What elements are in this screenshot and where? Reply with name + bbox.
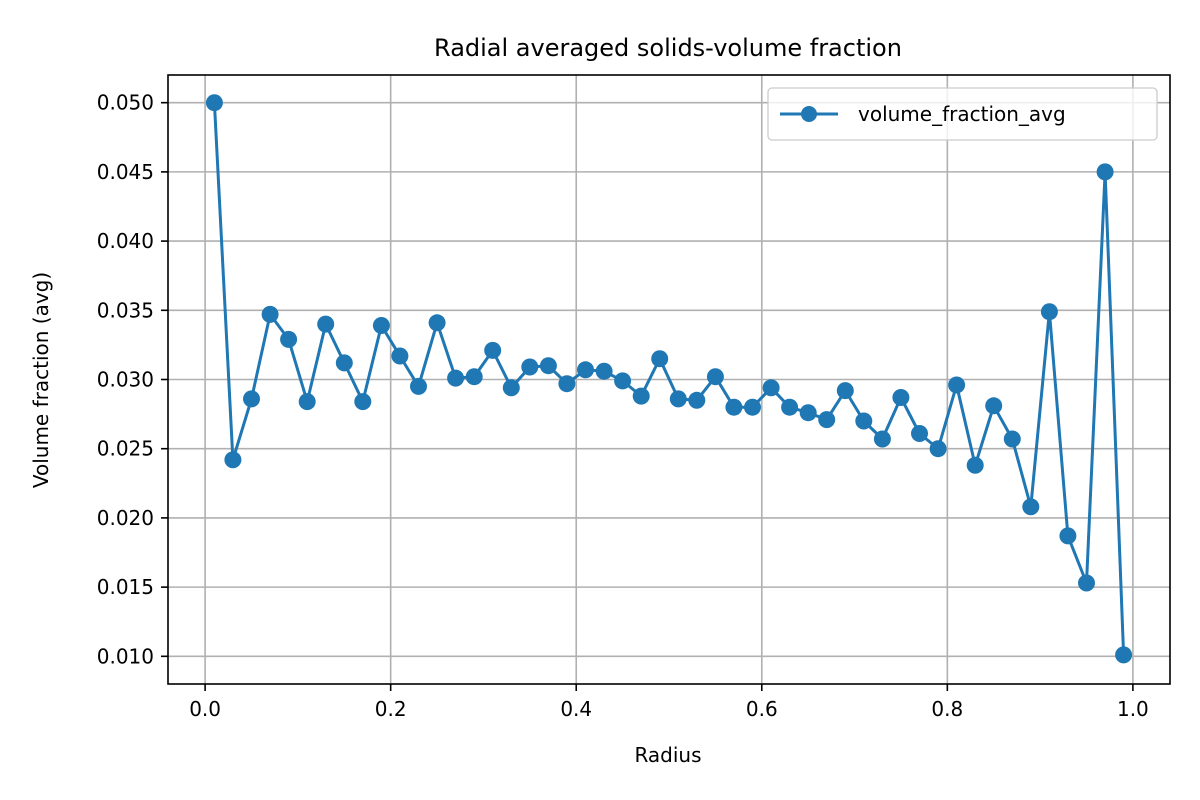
legend: volume_fraction_avg — [767, 87, 1158, 141]
data-point — [651, 350, 669, 368]
data-point — [1115, 646, 1133, 664]
data-point — [929, 440, 947, 458]
x-tick-label: 0.2 — [375, 697, 407, 721]
x-axis-ticks: 0.0 0.2 0.4 0.6 0.8 1.0 — [189, 684, 1149, 721]
data-point — [354, 393, 372, 411]
x-tick-label: 1.0 — [1117, 697, 1149, 721]
data-point — [669, 390, 687, 408]
data-point — [317, 315, 335, 333]
legend-label: volume_fraction_avg — [858, 102, 1066, 126]
data-point — [243, 390, 260, 408]
data-point — [1003, 430, 1021, 448]
y-tick-label: 0.045 — [97, 160, 154, 184]
data-point — [781, 398, 799, 416]
data-point — [873, 430, 891, 448]
data-point — [224, 451, 242, 469]
legend-point-marker — [801, 106, 817, 122]
y-tick-label: 0.015 — [97, 575, 154, 599]
data-point — [577, 361, 594, 379]
y-tick-label: 0.050 — [97, 91, 154, 115]
data-point — [725, 398, 743, 416]
data-point — [948, 376, 966, 394]
y-tick-label: 0.010 — [97, 644, 154, 668]
x-tick-label: 0.8 — [931, 697, 963, 721]
data-point — [799, 404, 817, 422]
chart-title: Radial averaged solids-volume fraction — [434, 34, 902, 62]
data-point — [595, 362, 613, 380]
y-tick-label: 0.020 — [97, 506, 154, 530]
data-point — [372, 317, 390, 334]
data-point — [391, 347, 409, 365]
y-tick-label: 0.025 — [97, 437, 154, 461]
data-point — [744, 398, 761, 416]
data-point — [558, 375, 576, 393]
data-point — [335, 354, 353, 372]
y-axis-label: Volume fraction (avg) — [29, 272, 53, 488]
y-tick-label: 0.040 — [97, 229, 154, 253]
data-point — [447, 369, 465, 387]
data-point — [836, 382, 854, 400]
data-point — [428, 314, 446, 332]
data-point — [762, 379, 780, 397]
series-layer — [205, 94, 1133, 664]
data-point — [1078, 574, 1095, 592]
data-point — [539, 357, 557, 375]
data-point — [1040, 303, 1058, 321]
y-tick-label: 0.030 — [97, 368, 154, 392]
data-point — [855, 412, 873, 430]
x-axis-label: Radius — [634, 743, 701, 767]
data-point — [911, 425, 928, 442]
data-point — [261, 305, 279, 323]
data-point — [892, 389, 910, 406]
data-point — [632, 387, 650, 405]
data-point — [688, 391, 706, 409]
data-point — [280, 330, 298, 348]
data-point — [614, 372, 632, 390]
x-tick-label: 0.4 — [560, 697, 592, 721]
data-point — [205, 94, 223, 112]
data-point — [298, 393, 316, 411]
data-point — [1096, 163, 1114, 181]
y-tick-label: 0.035 — [97, 298, 154, 322]
data-point — [1022, 498, 1040, 516]
data-point — [966, 456, 984, 474]
data-point — [484, 341, 502, 359]
data-point — [1059, 527, 1077, 545]
data-point — [410, 377, 427, 395]
legend-box — [767, 87, 1158, 141]
data-point — [521, 358, 539, 376]
data-point — [502, 379, 520, 397]
data-point — [706, 368, 724, 386]
x-tick-label: 0.6 — [746, 697, 778, 721]
y-axis-ticks: 0.010 0.015 0.020 0.025 0.030 0.035 0.040 0.045… — [97, 91, 168, 668]
data-point — [465, 368, 483, 386]
x-tick-label: 0.0 — [189, 697, 221, 721]
data-point — [818, 411, 836, 429]
data-point — [985, 397, 1003, 415]
series-line — [212, 102, 1126, 655]
